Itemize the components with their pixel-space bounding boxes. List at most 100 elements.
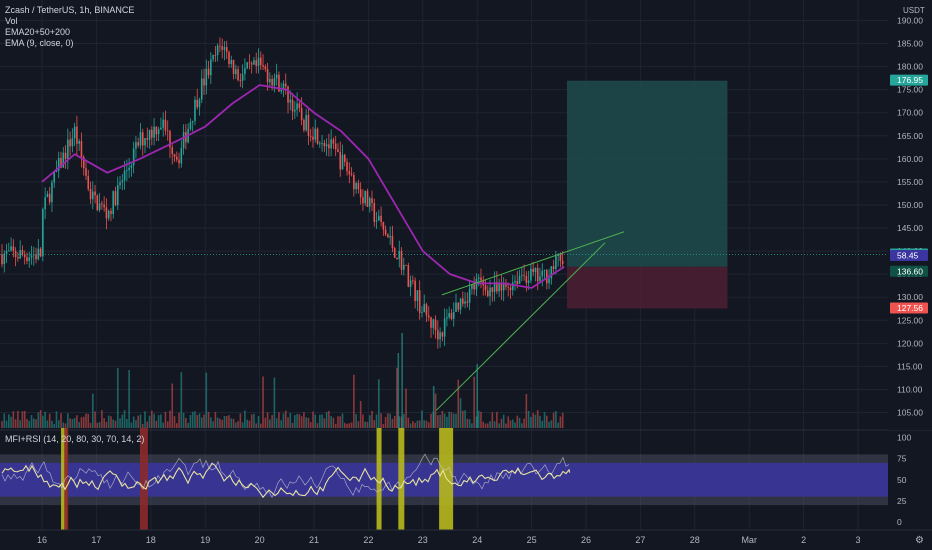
rsi-indicator-label[interactable]: MFI+RSI (14, 20, 80, 30, 70, 14, 2) <box>5 434 145 444</box>
ema9-indicator-label[interactable]: EMA (9, close, 0) <box>5 38 74 48</box>
vol-indicator-label[interactable]: Vol <box>5 16 18 26</box>
long-position-tool[interactable] <box>566 80 728 309</box>
volume-bar <box>312 411 314 428</box>
volume-bar <box>78 422 80 428</box>
price-tick-label: 120.00 <box>897 338 923 348</box>
volume-bar <box>480 411 482 428</box>
candle-body <box>239 80 242 81</box>
candle-body <box>464 301 466 304</box>
candle-body <box>511 282 514 291</box>
volume-bar <box>196 415 199 428</box>
candle-body <box>128 167 130 171</box>
candle-body <box>123 170 126 181</box>
volume-spike <box>432 386 435 428</box>
candle-body <box>378 215 380 221</box>
volume-bar <box>212 421 214 428</box>
candles <box>1 37 564 349</box>
candle-body <box>391 235 394 248</box>
price-axis[interactable]: 105.00110.00115.00120.00125.00130.00135.… <box>888 0 932 527</box>
volume-bar <box>1 421 3 428</box>
volume-bar <box>507 416 510 428</box>
time-tick-label: 3 <box>855 535 860 545</box>
time-tick-label: 26 <box>581 535 591 545</box>
candle-body <box>439 332 441 340</box>
symbol-title[interactable]: Zcash / TetherUS, 1h, BINANCE <box>5 5 135 15</box>
candle-body <box>291 99 294 112</box>
volume-bar <box>110 416 112 428</box>
candle-body <box>498 283 500 292</box>
volume-bar <box>552 412 555 428</box>
volume-bar <box>334 423 337 428</box>
volume-bar <box>219 418 221 428</box>
volume-bar <box>464 410 466 428</box>
price-tick-label: 170.00 <box>897 108 923 118</box>
candle-body <box>105 207 108 219</box>
candle-body <box>162 119 164 128</box>
candle-body <box>64 152 67 159</box>
wedge-upper-line[interactable] <box>441 231 625 296</box>
volume-bar <box>105 421 108 428</box>
volume-bar <box>141 423 144 428</box>
volume-bar <box>443 413 446 428</box>
price-label-text: 176.95 <box>897 75 923 85</box>
candle-body <box>119 182 121 186</box>
candle-body <box>28 257 31 261</box>
candle-body <box>228 51 230 64</box>
candle-body <box>55 170 58 173</box>
volume-bar <box>371 410 373 428</box>
rising-wedge-lines[interactable] <box>0 231 888 411</box>
ema-multi-indicator-label[interactable]: EMA20+50+200 <box>5 27 71 37</box>
candle-body <box>62 152 65 168</box>
stop-zone[interactable] <box>566 266 728 309</box>
candle-body <box>500 283 503 291</box>
candle-body <box>92 191 94 200</box>
volume-bar <box>382 423 385 428</box>
candle-body <box>373 203 376 222</box>
volume-bar <box>412 421 414 428</box>
candle-body <box>232 60 235 75</box>
candle-body <box>191 120 194 123</box>
candle-body <box>287 86 289 103</box>
candle-body <box>46 193 49 198</box>
candle-body <box>387 234 389 238</box>
volume-bar <box>482 421 485 428</box>
time-tick-label: 25 <box>527 535 537 545</box>
settings-icon[interactable]: ⚙ <box>915 535 924 546</box>
volume-bar <box>28 420 31 428</box>
volume-bar <box>250 414 253 428</box>
target-zone[interactable] <box>566 80 728 267</box>
volume-bar <box>284 410 287 428</box>
time-tick-label: 28 <box>690 535 700 545</box>
ema-line-path <box>41 84 565 289</box>
ema-line <box>41 84 565 289</box>
wedge-lower-line[interactable] <box>436 242 606 411</box>
candle-body <box>341 154 344 170</box>
candle-body <box>173 154 176 157</box>
volume-bar <box>82 416 85 428</box>
price-tick-label: 190.00 <box>897 16 923 26</box>
volume-bar <box>257 416 260 428</box>
volume-bar <box>523 418 525 428</box>
candle-body <box>314 128 317 140</box>
candle-body <box>414 280 416 302</box>
time-tick-label: 20 <box>255 535 265 545</box>
volume-bar <box>10 416 12 428</box>
volume-bar <box>402 413 405 428</box>
volume-bar <box>362 414 364 428</box>
time-axis[interactable]: 16 17 18 19 20 21 22 23 24 25 26 27 28 Mar 2 3 ⚙ <box>0 529 932 546</box>
candle-body <box>423 304 426 312</box>
price-tick-label: 165.00 <box>897 131 923 141</box>
volume-bar <box>505 423 507 428</box>
candle-body <box>321 142 323 144</box>
price-tick-label: 145.00 <box>897 223 923 233</box>
candle-body <box>337 149 339 153</box>
candle-body <box>103 204 105 208</box>
rsi-highlight-bar <box>398 428 405 530</box>
volume-bar <box>407 417 410 428</box>
volume-bar <box>446 416 448 428</box>
candle-body <box>400 251 403 270</box>
volume-bar <box>527 410 530 428</box>
candle-body <box>101 203 103 205</box>
